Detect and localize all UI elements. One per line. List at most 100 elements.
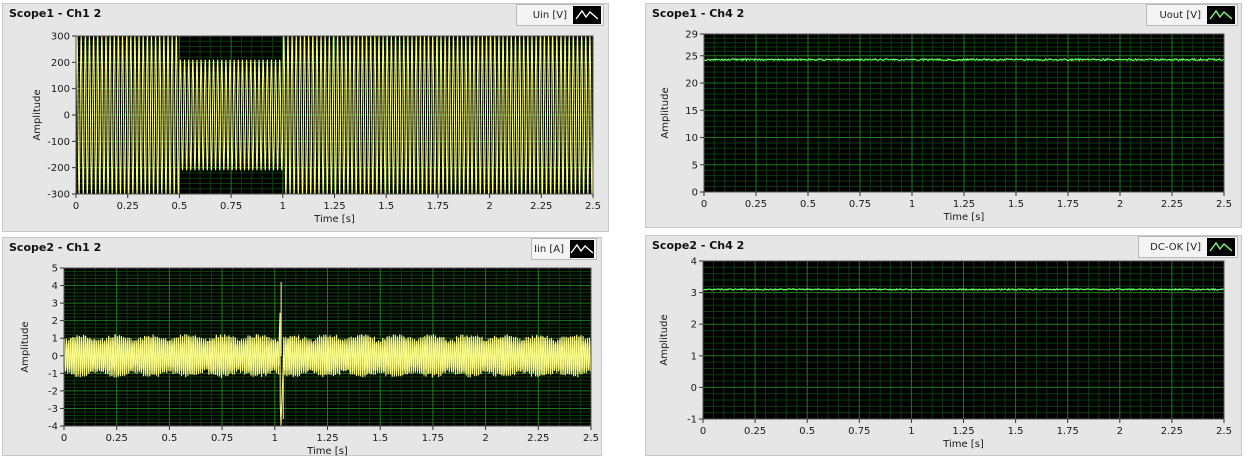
y-tick-label: 20 bbox=[685, 79, 698, 90]
x-tick-label: 1.5 bbox=[1008, 199, 1024, 210]
x-tick-label: 0.75 bbox=[849, 199, 871, 210]
y-tick-label: 29 bbox=[685, 30, 698, 41]
chart-title: Scope2 - Ch4 2 bbox=[652, 239, 745, 252]
x-tick-label: 1.25 bbox=[316, 433, 338, 444]
y-axis-label: Amplitude bbox=[659, 314, 670, 365]
x-tick-label: 0.5 bbox=[171, 201, 187, 212]
x-tick-label: 0.25 bbox=[117, 201, 139, 212]
x-tick-label: 1 bbox=[272, 433, 278, 444]
x-tick-label: 0.25 bbox=[106, 433, 128, 444]
x-tick-label: 1 bbox=[280, 201, 286, 212]
x-tick-label: 2.5 bbox=[1216, 199, 1232, 210]
x-axis-label: Time [s] bbox=[942, 439, 984, 450]
y-tick-label: 3 bbox=[691, 288, 697, 299]
y-tick-label: 0 bbox=[691, 383, 697, 394]
x-tick-label: 0.5 bbox=[800, 199, 816, 210]
x-tick-label: 2.25 bbox=[530, 201, 552, 212]
x-tick-label: 2.25 bbox=[527, 433, 549, 444]
chart-title: Scope1 - Ch1 2 bbox=[9, 7, 102, 20]
y-tick-label: 200 bbox=[51, 58, 70, 69]
x-tick-label: 2.5 bbox=[585, 201, 601, 212]
y-axis-label: Amplitude bbox=[32, 89, 43, 140]
x-tick-label: 2.5 bbox=[583, 433, 599, 444]
legend-label: Iin [A] bbox=[534, 243, 564, 255]
y-tick-label: -3 bbox=[48, 404, 58, 415]
y-tick-label: -300 bbox=[47, 190, 70, 201]
x-tick-label: 1.25 bbox=[952, 426, 974, 437]
x-tick-label: 2 bbox=[1117, 199, 1123, 210]
scope2-ch4-plot: 0 0.25 0.5 0.75 1 1.25 1.5 1.75 2 2.25 2.5-101234T… bbox=[659, 257, 1232, 451]
y-tick-label: 5 bbox=[52, 264, 58, 275]
y-tick-label: 0 bbox=[52, 351, 58, 362]
x-tick-label: 1.25 bbox=[953, 199, 975, 210]
x-tick-label: 1 bbox=[909, 199, 915, 210]
y-tick-label: 10 bbox=[685, 133, 698, 144]
y-tick-label: 4 bbox=[52, 281, 58, 292]
y-axis-label: Amplitude bbox=[20, 321, 31, 372]
x-tick-label: 0.25 bbox=[745, 199, 767, 210]
legend-label: DC-OK [V] bbox=[1150, 241, 1201, 253]
x-tick-label: 2 bbox=[1117, 426, 1123, 437]
scope2-ch1-plot: 0 0.25 0.5 0.75 1 1.25 1.5 1.75 2 2.25 2.5 -4 -3 -2 -1… bbox=[20, 264, 599, 458]
y-tick-label: 1 bbox=[52, 334, 58, 345]
x-axis-label: Time [s] bbox=[943, 212, 985, 223]
scope1-ch4-plot: 0 0.25 0.5 0.75 1 1.25 1.5 1.75 2 2.25 2.5 0 5 10 15 20… bbox=[660, 30, 1232, 224]
waveform-icon bbox=[1207, 6, 1235, 24]
legend-label: Uout [V] bbox=[1159, 9, 1201, 21]
x-tick-label: 0 bbox=[701, 199, 707, 210]
x-tick-label: 2.5 bbox=[1216, 426, 1232, 437]
x-tick-label: 1.5 bbox=[1008, 426, 1024, 437]
x-tick-label: 0.5 bbox=[161, 433, 177, 444]
chart-title: Scope1 - Ch4 2 bbox=[652, 7, 745, 20]
y-tick-label: 0 bbox=[64, 111, 70, 122]
y-tick-label: 5 bbox=[692, 160, 698, 171]
x-tick-label: 1.25 bbox=[323, 201, 345, 212]
x-tick-label: 0 bbox=[700, 426, 706, 437]
x-tick-label: 0 bbox=[73, 201, 79, 212]
x-tick-label: 2 bbox=[486, 201, 492, 212]
x-tick-label: 0 bbox=[61, 433, 67, 444]
data-trace bbox=[75, 35, 594, 195]
x-tick-label: 2 bbox=[482, 433, 488, 444]
y-tick-label: 3 bbox=[52, 299, 58, 310]
x-tick-label: 1.75 bbox=[1057, 426, 1079, 437]
waveform-icon bbox=[1207, 238, 1235, 256]
x-tick-label: 2.25 bbox=[1161, 426, 1183, 437]
plot-legend[interactable]: Uout [V] bbox=[1146, 4, 1238, 26]
x-tick-label: 2.25 bbox=[1161, 199, 1183, 210]
x-tick-label: 0.75 bbox=[220, 201, 242, 212]
data-trace bbox=[63, 312, 592, 427]
plot-legend[interactable]: Uin [V] bbox=[516, 4, 604, 26]
x-tick-label: 0.75 bbox=[211, 433, 233, 444]
y-tick-label: 1 bbox=[691, 351, 697, 362]
x-axis-label: Time [s] bbox=[306, 446, 348, 457]
y-tick-label: 2 bbox=[52, 316, 58, 327]
x-tick-label: 1.5 bbox=[372, 433, 388, 444]
x-tick-label: 1.75 bbox=[422, 433, 444, 444]
y-tick-label: 15 bbox=[685, 106, 698, 117]
chart-title: Scope2 - Ch1 2 bbox=[9, 241, 102, 254]
scope1-ch4-panel: Scope1 - Ch4 2 Uout [V] 0 0.25 0.5 0.75 1 1.2… bbox=[645, 3, 1242, 228]
x-tick-label: 1.75 bbox=[1057, 199, 1079, 210]
waveform-icon bbox=[573, 6, 601, 24]
y-tick-label: 25 bbox=[685, 51, 698, 62]
y-tick-label: -1 bbox=[687, 415, 697, 426]
scope1-ch1-panel: Scope1 - Ch1 2 Uin [V] 0 0.25 0.5 0.75 1 1.25… bbox=[2, 3, 609, 232]
y-axis-label: Amplitude bbox=[660, 87, 671, 138]
data-trace bbox=[702, 287, 1225, 291]
legend-label: Uin [V] bbox=[532, 9, 567, 21]
plot-legend[interactable]: DC-OK [V] bbox=[1138, 236, 1238, 258]
y-tick-label: -1 bbox=[48, 369, 58, 380]
x-tick-label: 1.75 bbox=[427, 201, 449, 212]
plot-legend[interactable]: Iin [A] bbox=[531, 238, 597, 260]
y-tick-label: 300 bbox=[51, 32, 70, 43]
x-axis-label: Time [s] bbox=[313, 214, 355, 225]
scope1-ch1-plot: 0 0.25 0.5 0.75 1 1.25 1.5 1.75 2 2.25 2.5 -300 -200… bbox=[32, 32, 601, 226]
y-tick-label: 4 bbox=[691, 257, 697, 268]
waveform-icon bbox=[570, 240, 594, 258]
x-tick-label: 1 bbox=[908, 426, 914, 437]
x-tick-label: 0.5 bbox=[799, 426, 815, 437]
y-tick-label: 0 bbox=[692, 188, 698, 199]
x-tick-label: 0.75 bbox=[848, 426, 870, 437]
y-tick-label: -100 bbox=[47, 137, 70, 148]
